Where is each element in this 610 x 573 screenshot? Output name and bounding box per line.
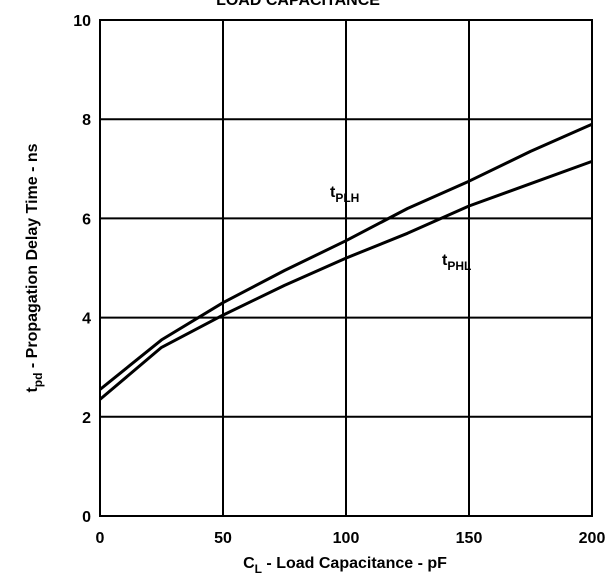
x-axis-title-sub: L xyxy=(255,562,262,573)
y-axis-title-rest: - Propagation Delay Time - ns xyxy=(24,143,41,372)
grid xyxy=(100,20,592,516)
x-axis-title-main: C xyxy=(243,555,255,572)
x-tick-label: 100 xyxy=(333,530,360,547)
y-tick-label: 2 xyxy=(82,410,91,427)
x-axis-title-rest: - Load Capacitance - pF xyxy=(262,555,447,572)
x-tick-label: 50 xyxy=(214,530,232,547)
x-tick-label: 200 xyxy=(579,530,606,547)
y-tick-label: 10 xyxy=(73,13,91,30)
y-axis-title: tpd - Propagation Delay Time - ns xyxy=(24,143,45,392)
series-label-tplh-sub: PLH xyxy=(335,191,359,205)
series-label-tphl: tPHL xyxy=(442,252,471,273)
series-line-plh xyxy=(99,122,593,391)
x-axis-title: CL - Load Capacitance - pF xyxy=(243,555,447,573)
y-axis-title-sub: pd xyxy=(31,373,45,388)
y-tick-label: 4 xyxy=(82,311,91,328)
y-tick-labels: 0 2 4 6 8 10 xyxy=(73,13,91,526)
y-tick-label: 8 xyxy=(82,112,91,129)
chart-title: LOAD CAPACITANCE xyxy=(216,0,380,9)
series-line-phl xyxy=(99,159,593,401)
x-tick-labels: 0 50 100 150 200 xyxy=(96,530,606,547)
series-label-tphl-main: t xyxy=(442,252,448,269)
x-tick-label: 150 xyxy=(456,530,483,547)
series-label-tphl-sub: PHL xyxy=(447,259,471,273)
y-tick-label: 0 xyxy=(82,509,91,526)
y-axis-title-main: t xyxy=(24,387,41,393)
series-label-tplh-main: t xyxy=(330,184,336,201)
x-tick-label: 0 xyxy=(96,530,105,547)
series-lines xyxy=(99,122,593,401)
series-label-tplh: tPLH xyxy=(330,184,359,205)
y-tick-label: 6 xyxy=(82,211,91,228)
